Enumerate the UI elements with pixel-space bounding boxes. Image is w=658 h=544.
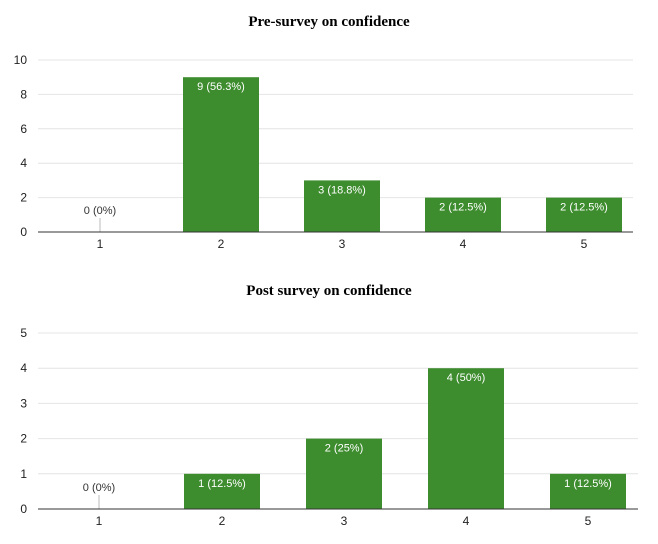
post-y-tick-label: 3	[20, 396, 27, 410]
post-x-tick-label: 2	[219, 514, 226, 528]
post-x-tick-label: 4	[463, 514, 470, 528]
pre-bar-2	[183, 77, 259, 232]
pre-data-label-3: 3 (18.8%)	[318, 184, 366, 196]
pre-bar-4	[425, 197, 501, 232]
post-data-label-4: 4 (50%)	[447, 372, 486, 384]
post-y-tick-label: 1	[20, 467, 27, 481]
post-x-tick-label: 1	[96, 514, 103, 528]
post-data-label-1: 0 (0%)	[83, 482, 115, 494]
pre-x-tick-label: 5	[581, 237, 588, 251]
pre-y-tick-label: 0	[20, 225, 27, 239]
pre-data-label-5: 2 (12.5%)	[560, 202, 608, 214]
post-y-tick-label: 5	[20, 326, 27, 340]
pre-y-tick-label: 2	[20, 191, 27, 205]
chart-title-pre-survey: Pre-survey on confidence	[248, 14, 410, 30]
post-y-tick-label: 0	[20, 502, 27, 516]
pre-y-tick-label: 8	[20, 87, 27, 101]
post-x-tick-label: 3	[341, 514, 348, 528]
post-data-label-2: 1 (12.5%)	[198, 478, 246, 490]
post-bar-3	[306, 438, 382, 509]
post-data-label-5: 1 (12.5%)	[564, 478, 612, 490]
pre-x-tick-label: 3	[339, 237, 346, 251]
post-y-tick-label: 2	[20, 432, 27, 446]
pre-x-tick-label: 4	[460, 237, 467, 251]
post-data-label-3: 2 (25%)	[325, 443, 364, 455]
post-bar-2	[184, 473, 260, 509]
post-x-tick-label: 5	[585, 514, 592, 528]
post-y-tick-label: 4	[20, 361, 27, 375]
pre-data-label-1: 0 (0%)	[84, 205, 116, 217]
pre-y-tick-label: 10	[14, 53, 28, 67]
pre-y-tick-label: 6	[20, 122, 27, 136]
pre-data-label-2: 9 (56.3%)	[197, 81, 245, 93]
pre-data-label-4: 2 (12.5%)	[439, 202, 487, 214]
pre-bar-5	[546, 197, 622, 232]
pre-y-tick-label: 4	[20, 156, 27, 170]
post-bar-4	[428, 368, 504, 509]
pre-x-tick-label: 2	[218, 237, 225, 251]
pre-x-tick-label: 1	[97, 237, 104, 251]
post-bar-5	[550, 473, 626, 509]
pre-bar-3	[304, 180, 380, 232]
chart-title-post-survey: Post survey on confidence	[246, 283, 412, 299]
